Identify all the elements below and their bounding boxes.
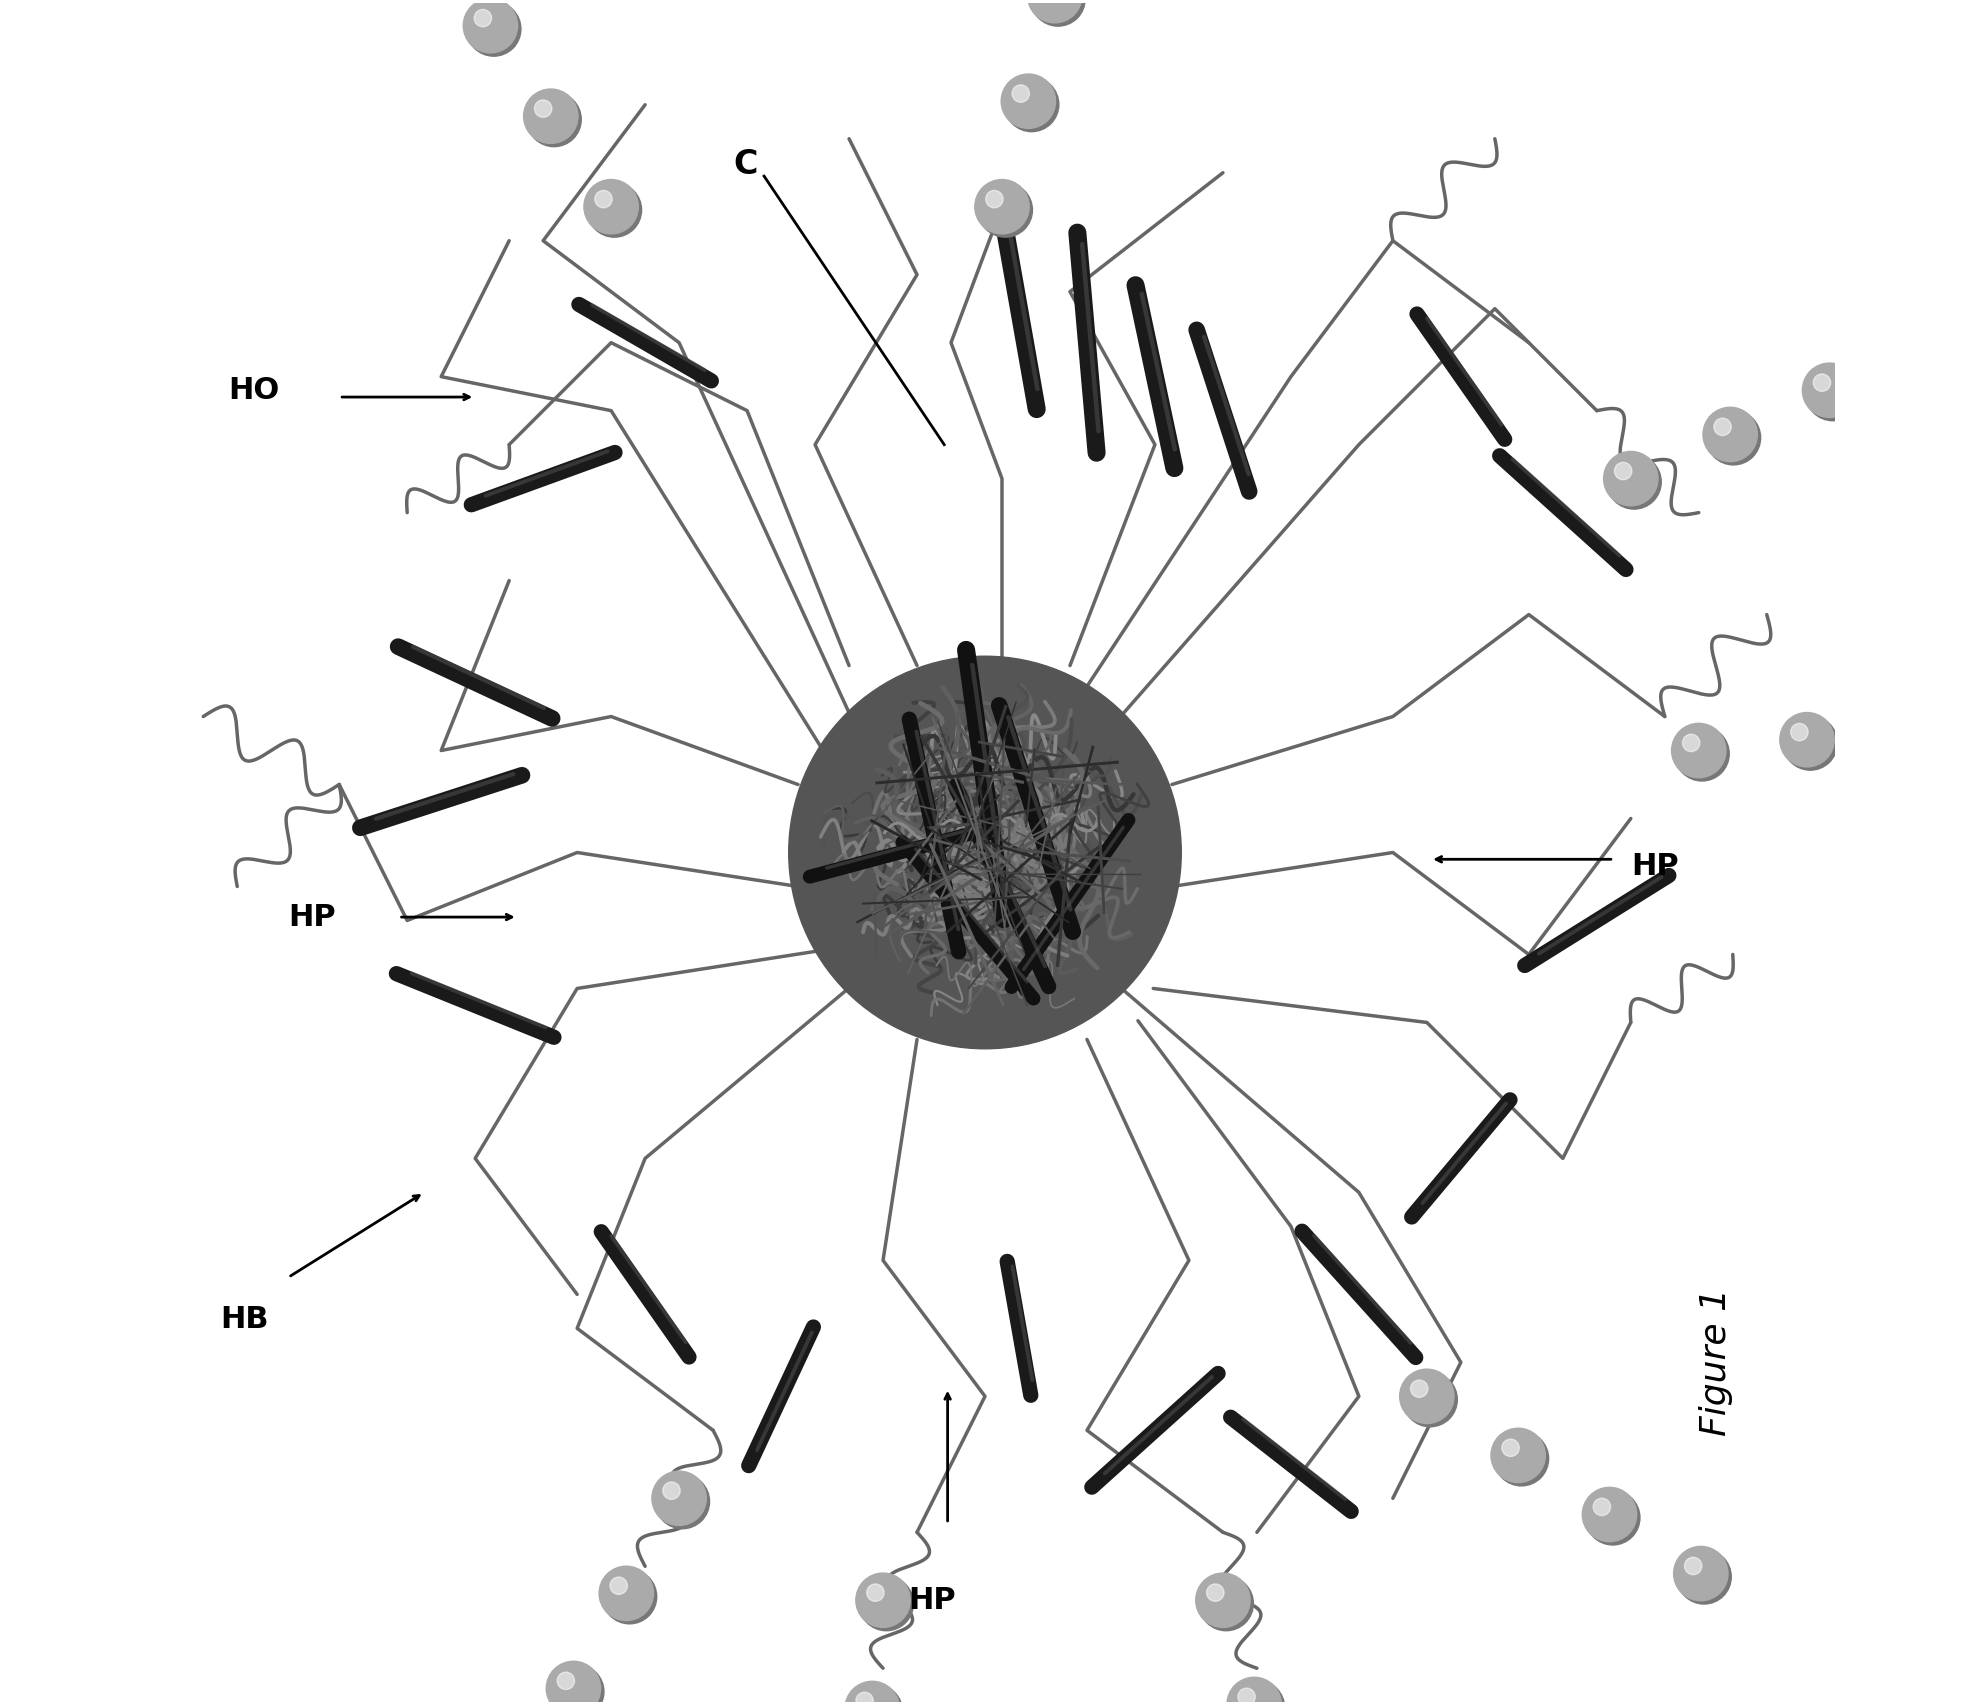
Circle shape (550, 1664, 605, 1705)
Circle shape (1806, 367, 1860, 421)
Circle shape (977, 182, 1032, 237)
Circle shape (583, 179, 638, 234)
Text: C: C (733, 148, 758, 181)
Text: HP: HP (288, 902, 335, 931)
Circle shape (662, 1482, 680, 1499)
Circle shape (1676, 1550, 1732, 1604)
Circle shape (855, 1691, 873, 1705)
Circle shape (1229, 1681, 1284, 1705)
Circle shape (1674, 726, 1730, 781)
Circle shape (1791, 723, 1808, 740)
Circle shape (1901, 319, 1956, 373)
Circle shape (587, 182, 642, 237)
Circle shape (1493, 1432, 1548, 1485)
Circle shape (1615, 462, 1631, 479)
Circle shape (1399, 1369, 1454, 1424)
Text: HP: HP (1631, 851, 1678, 880)
Circle shape (1779, 713, 1834, 767)
Circle shape (1608, 455, 1661, 510)
Circle shape (1812, 373, 1830, 392)
Circle shape (1501, 1439, 1519, 1456)
Circle shape (867, 1584, 885, 1601)
Circle shape (1013, 85, 1030, 102)
Circle shape (475, 10, 492, 27)
Circle shape (463, 0, 518, 53)
Circle shape (859, 1577, 914, 1630)
Circle shape (1706, 411, 1761, 465)
Circle shape (1582, 1487, 1637, 1541)
Circle shape (1702, 407, 1757, 462)
Circle shape (656, 1475, 709, 1529)
Circle shape (1913, 329, 1931, 348)
Circle shape (1682, 735, 1700, 752)
Circle shape (845, 1681, 900, 1705)
Circle shape (1714, 418, 1732, 435)
Circle shape (788, 656, 1182, 1049)
Circle shape (1005, 77, 1058, 131)
Circle shape (1206, 1584, 1223, 1601)
Circle shape (1684, 1557, 1702, 1575)
Text: HP: HP (908, 1586, 955, 1615)
Text: Figure 1: Figure 1 (1698, 1289, 1734, 1436)
Circle shape (1594, 1499, 1611, 1516)
Text: HO: HO (229, 375, 280, 404)
Circle shape (1803, 363, 1858, 418)
Circle shape (1586, 1490, 1639, 1545)
Circle shape (595, 191, 613, 208)
Circle shape (611, 1577, 626, 1594)
Circle shape (1899, 713, 1917, 730)
Circle shape (1783, 716, 1838, 771)
Circle shape (467, 2, 520, 56)
Circle shape (1001, 73, 1056, 128)
Circle shape (526, 92, 581, 147)
Circle shape (599, 1567, 654, 1620)
Circle shape (1905, 322, 1960, 377)
Circle shape (985, 191, 1003, 208)
Circle shape (1411, 1379, 1428, 1398)
Circle shape (1891, 704, 1946, 759)
Circle shape (1403, 1373, 1458, 1427)
Circle shape (546, 1661, 601, 1705)
Circle shape (1227, 1678, 1280, 1705)
Circle shape (524, 89, 577, 143)
Circle shape (1887, 702, 1942, 755)
Circle shape (1604, 452, 1659, 506)
Circle shape (1491, 1429, 1544, 1483)
Text: HB: HB (221, 1306, 268, 1335)
Circle shape (1030, 0, 1085, 26)
Circle shape (652, 1471, 707, 1526)
Circle shape (855, 1574, 910, 1628)
Circle shape (558, 1673, 575, 1690)
Circle shape (975, 179, 1028, 234)
Circle shape (1237, 1688, 1255, 1705)
Circle shape (1028, 0, 1082, 22)
Circle shape (1200, 1577, 1253, 1630)
Circle shape (1196, 1574, 1251, 1628)
Circle shape (603, 1569, 656, 1623)
Circle shape (849, 1685, 902, 1705)
Circle shape (534, 101, 552, 118)
Circle shape (1674, 1546, 1728, 1601)
Circle shape (1673, 723, 1726, 777)
